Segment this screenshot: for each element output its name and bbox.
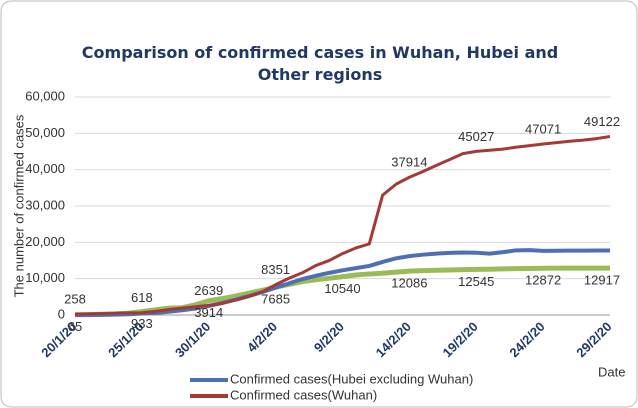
data-label: 47071 (525, 121, 561, 136)
data-label: 49122 (584, 114, 620, 129)
data-label: 12545 (458, 274, 494, 289)
data-label: 12872 (525, 273, 561, 288)
chart-title: Comparison of confirmed cases in Wuhan, … (81, 43, 559, 84)
y-tick-label: 60,000 (25, 88, 65, 103)
legend-label: Confirmed cases(Hubei excluding Wuhan) (230, 371, 473, 386)
data-label: 10540 (324, 281, 360, 296)
data-label: 7685 (261, 292, 290, 307)
legend-label: Confirmed cases(Wuhan) (230, 387, 377, 402)
y-tick-label: 50,000 (25, 125, 65, 140)
data-label: 12086 (391, 276, 427, 291)
y-tick-label: 40,000 (25, 161, 65, 176)
data-label: 45027 (458, 129, 494, 144)
data-label: 258 (64, 292, 86, 307)
y-tick-label: 10,000 (25, 270, 65, 285)
y-axis-label: The number of confirmed cases (11, 114, 26, 297)
y-tick-label: 20,000 (25, 234, 65, 249)
series-line (74, 135, 611, 316)
data-label: 2639 (194, 283, 223, 298)
series-line (74, 248, 611, 317)
data-label: 3914 (194, 305, 223, 320)
data-label: 12917 (584, 273, 620, 288)
data-label: 8351 (261, 262, 290, 277)
y-tick-label: 0 (58, 306, 65, 321)
data-label: 933 (131, 316, 153, 331)
x-axis-label: Date (598, 364, 625, 379)
data-label: 618 (131, 290, 153, 305)
y-tick-label: 30,000 (25, 197, 65, 212)
data-label: 65 (68, 319, 82, 334)
data-label: 37914 (391, 155, 427, 170)
